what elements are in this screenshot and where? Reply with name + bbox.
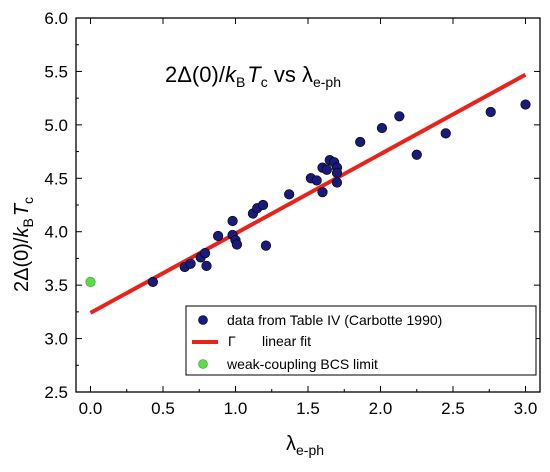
data-point	[440, 128, 451, 139]
data-point	[284, 189, 295, 200]
axis-ticks: 0.0 0.5 1.0 1.5 2.0 2.5 3.0 2.5 3.0 3.5 4.0 4.5 5.0 5…	[44, 9, 540, 418]
y-tick-label: 5.0	[44, 116, 68, 135]
data-point	[411, 149, 422, 160]
legend-marker-data	[198, 315, 208, 325]
data-point	[199, 247, 211, 259]
legend-label-data: data from Table IV (Carbotte 1990)	[227, 312, 442, 328]
y-axis-label: 2Δ(0)/kBTc	[11, 197, 36, 292]
x-tick-label: 0.0	[79, 399, 103, 418]
legend-symbol-extra: Γ	[228, 333, 236, 349]
legend-box	[185, 305, 537, 376]
chart-marks	[85, 72, 531, 315]
x-tick-label: 2.0	[369, 399, 393, 418]
legend-label-fit: linear fit	[262, 333, 311, 349]
x-tick-label: 2.5	[441, 399, 465, 418]
data-point	[257, 199, 269, 211]
x-axis-label: λe-ph	[286, 433, 324, 458]
x-tick-label: 0.5	[151, 399, 175, 418]
bcs-point	[85, 276, 96, 288]
data-point	[227, 215, 238, 227]
y-tick-label: 2.5	[44, 383, 68, 402]
data-point	[376, 122, 388, 134]
data-point	[260, 240, 272, 251]
x-tick-label: 1.5	[296, 399, 320, 418]
data-point	[317, 187, 328, 198]
data-point	[331, 177, 343, 188]
fit-line	[89, 72, 527, 315]
y-tick-label: 5.5	[44, 62, 68, 81]
data-point	[201, 260, 212, 272]
data-point	[331, 167, 343, 179]
legend-label-bcs: weak-coupling BCS limit	[226, 356, 378, 372]
data-point	[231, 239, 243, 250]
y-tick-label: 4.0	[44, 223, 68, 242]
y-tick-label: 3.0	[44, 330, 68, 349]
y-tick-label: 3.5	[44, 276, 68, 295]
data-point	[321, 164, 332, 175]
legend: data from Table IV (Carbotte 1990) Γ lin…	[185, 305, 537, 376]
data-point	[520, 99, 531, 110]
data-point	[394, 111, 405, 122]
legend-marker-bcs	[198, 359, 208, 369]
data-point	[485, 106, 496, 118]
y-tick-label: 4.5	[44, 169, 68, 188]
x-tick-label: 3.0	[514, 399, 538, 418]
chart-title: 2Δ(0)/kBTc vs λe-ph	[165, 62, 341, 90]
data-point	[213, 230, 224, 242]
data-point	[355, 136, 366, 148]
data-point	[311, 175, 322, 186]
y-tick-label: 6.0	[44, 9, 68, 28]
data-point	[147, 276, 158, 288]
data-point	[185, 258, 196, 269]
x-tick-label: 1.0	[224, 399, 248, 418]
